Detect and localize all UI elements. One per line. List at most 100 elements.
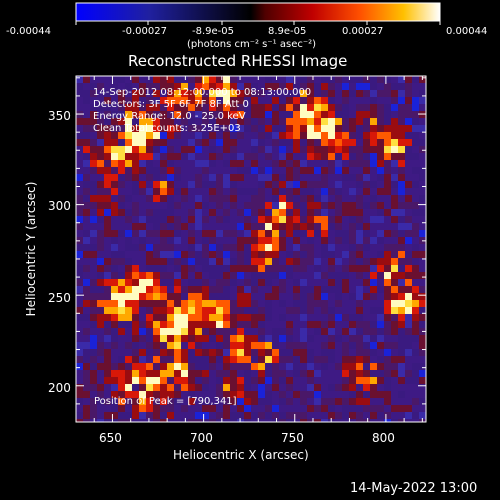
image-pixel: [132, 251, 140, 259]
image-pixel: [209, 321, 217, 329]
image-pixel: [293, 223, 301, 231]
image-pixel: [370, 300, 378, 308]
image-pixel: [230, 160, 238, 168]
image-pixel: [237, 132, 245, 140]
image-pixel: [286, 188, 294, 196]
image-pixel: [97, 356, 105, 364]
image-pixel: [83, 139, 91, 147]
image-pixel: [90, 76, 98, 84]
image-pixel: [258, 405, 266, 413]
image-pixel: [174, 405, 182, 413]
image-pixel: [202, 76, 210, 84]
image-pixel: [370, 272, 378, 280]
image-pixel: [216, 356, 224, 364]
image-pixel: [181, 419, 189, 422]
image-pixel: [188, 419, 196, 422]
image-pixel: [307, 153, 315, 161]
image-pixel: [181, 195, 189, 203]
image-pixel: [314, 209, 322, 217]
image-pixel: [202, 279, 210, 287]
image-pixel: [300, 300, 308, 308]
image-pixel: [195, 139, 203, 147]
image-pixel: [230, 125, 238, 133]
image-pixel: [377, 230, 385, 238]
image-pixel: [356, 195, 364, 203]
image-pixel: [125, 300, 133, 308]
image-pixel: [293, 398, 301, 406]
image-pixel: [293, 335, 301, 343]
image-pixel: [167, 90, 175, 98]
image-pixel: [251, 195, 259, 203]
image-pixel: [118, 293, 126, 301]
image-pixel: [244, 335, 252, 343]
image-pixel: [188, 181, 196, 189]
image-pixel: [300, 132, 308, 140]
image-pixel: [328, 300, 336, 308]
image-pixel: [153, 300, 161, 308]
image-pixel: [398, 307, 406, 315]
image-pixel: [139, 160, 147, 168]
image-pixel: [160, 265, 168, 273]
image-pixel: [111, 356, 119, 364]
image-pixel: [132, 405, 140, 413]
image-pixel: [181, 307, 189, 315]
image-pixel: [139, 195, 147, 203]
image-pixel: [111, 174, 119, 182]
image-pixel: [111, 146, 119, 154]
image-pixel: [153, 181, 161, 189]
image-pixel: [195, 300, 203, 308]
image-pixel: [90, 300, 98, 308]
image-pixel: [258, 90, 266, 98]
image-pixel: [370, 342, 378, 350]
image-pixel: [125, 153, 133, 161]
image-pixel: [76, 279, 84, 287]
image-pixel: [139, 293, 147, 301]
image-pixel: [223, 160, 231, 168]
image-pixel: [342, 174, 350, 182]
image-pixel: [405, 356, 413, 364]
image-pixel: [349, 167, 357, 175]
image-pixel: [244, 293, 252, 301]
image-pixel: [76, 405, 84, 413]
image-pixel: [209, 139, 217, 147]
image-pixel: [398, 349, 406, 357]
image-pixel: [419, 405, 426, 413]
image-pixel: [146, 307, 154, 315]
image-pixel: [384, 363, 392, 371]
image-pixel: [139, 216, 147, 224]
image-pixel: [398, 167, 406, 175]
image-pixel: [265, 356, 273, 364]
image-pixel: [139, 146, 147, 154]
image-pixel: [118, 139, 126, 147]
image-pixel: [97, 405, 105, 413]
image-pixel: [146, 160, 154, 168]
image-pixel: [244, 230, 252, 238]
image-pixel: [230, 188, 238, 196]
image-pixel: [258, 111, 266, 119]
image-pixel: [363, 293, 371, 301]
image-pixel: [314, 244, 322, 252]
image-pixel: [286, 405, 294, 413]
image-pixel: [181, 321, 189, 329]
image-pixel: [405, 293, 413, 301]
image-pixel: [97, 244, 105, 252]
image-pixel: [237, 167, 245, 175]
image-pixel: [328, 321, 336, 329]
image-pixel: [111, 398, 119, 406]
image-pixel: [342, 237, 350, 245]
image-pixel: [90, 370, 98, 378]
image-pixel: [356, 384, 364, 392]
image-pixel: [125, 391, 133, 399]
image-pixel: [195, 419, 203, 422]
image-pixel: [377, 160, 385, 168]
image-pixel: [174, 391, 182, 399]
image-pixel: [195, 188, 203, 196]
image-pixel: [412, 188, 420, 196]
image-pixel: [83, 188, 91, 196]
image-pixel: [223, 230, 231, 238]
image-pixel: [251, 125, 259, 133]
image-pixel: [412, 405, 420, 413]
image-pixel: [335, 111, 343, 119]
image-pixel: [300, 202, 308, 210]
image-pixel: [97, 125, 105, 133]
